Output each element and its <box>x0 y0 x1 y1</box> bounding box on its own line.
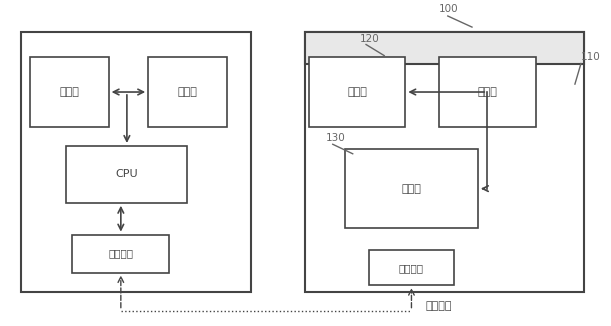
Text: 100: 100 <box>439 5 458 14</box>
Text: 控制部: 控制部 <box>401 184 422 194</box>
Text: 连接端口: 连接端口 <box>399 263 424 273</box>
Text: 130: 130 <box>326 133 346 143</box>
Text: 无线连接: 无线连接 <box>425 301 452 311</box>
Text: 降温部: 降温部 <box>347 87 367 97</box>
Text: 120: 120 <box>360 34 380 44</box>
Bar <box>67 146 188 203</box>
Bar <box>345 149 478 228</box>
Bar <box>21 32 251 291</box>
Text: 110: 110 <box>581 52 601 62</box>
Bar <box>148 57 227 127</box>
Bar <box>306 32 584 64</box>
Bar <box>309 57 405 127</box>
Bar <box>439 57 536 127</box>
Text: 储存盘: 储存盘 <box>59 87 79 97</box>
Text: CPU: CPU <box>115 170 138 179</box>
Text: 传感器: 传感器 <box>178 87 197 97</box>
Text: 供电部: 供电部 <box>477 87 497 97</box>
Bar <box>30 57 109 127</box>
Bar <box>306 32 584 291</box>
Bar <box>369 250 454 285</box>
Text: 连接端口: 连接端口 <box>108 248 133 259</box>
Bar <box>73 234 169 273</box>
